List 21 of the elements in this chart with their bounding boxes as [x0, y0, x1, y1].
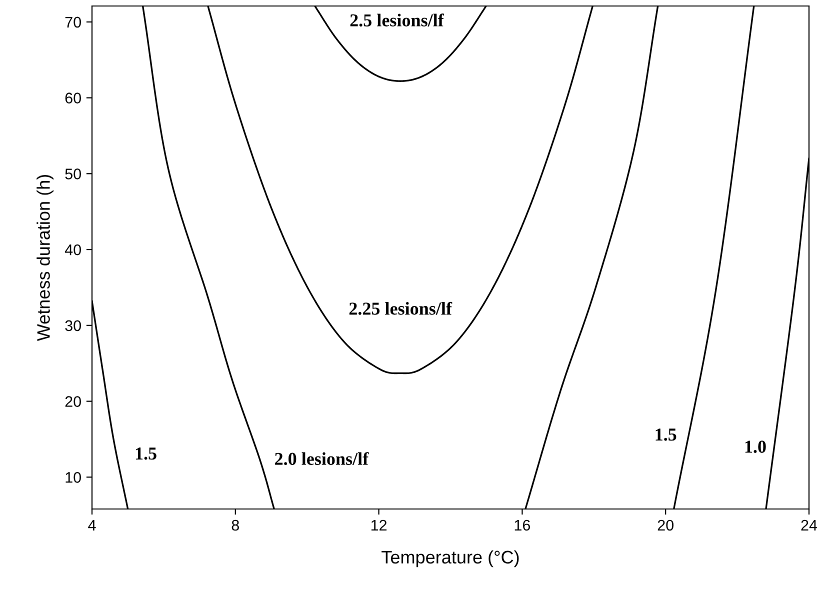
y-tick-label: 10 — [66, 472, 81, 483]
x-tick-label: 20 — [658, 520, 674, 531]
x-tick-label: 12 — [371, 520, 387, 530]
y-tick-label: 40 — [64, 244, 81, 256]
y-tick-label: 50 — [65, 168, 81, 180]
y-tick-label: 60 — [65, 92, 81, 104]
y-tick-label: 70 — [65, 16, 81, 28]
x-tick-label: 8 — [232, 520, 239, 531]
series-label: 1.0 — [745, 440, 766, 453]
x-axis-title: Temperature (°C) — [382, 550, 519, 568]
series-label: 1.5 — [656, 428, 676, 441]
x-tick-label: 24 — [801, 520, 818, 530]
series-label: 2.25 lesions/lf — [349, 302, 452, 315]
y-tick-label: 20 — [65, 396, 81, 407]
series-label: 1.5 — [136, 448, 156, 460]
y-axis-title: Wetness duration (h) — [36, 174, 54, 342]
x-tick-label: 4 — [88, 520, 96, 530]
series-label: 2.0 lesions/lf — [275, 452, 369, 466]
series-label: 2.5 lesions/lf — [350, 14, 444, 27]
x-tick-label: 16 — [514, 520, 530, 531]
y-tick-label: 30 — [65, 320, 81, 332]
